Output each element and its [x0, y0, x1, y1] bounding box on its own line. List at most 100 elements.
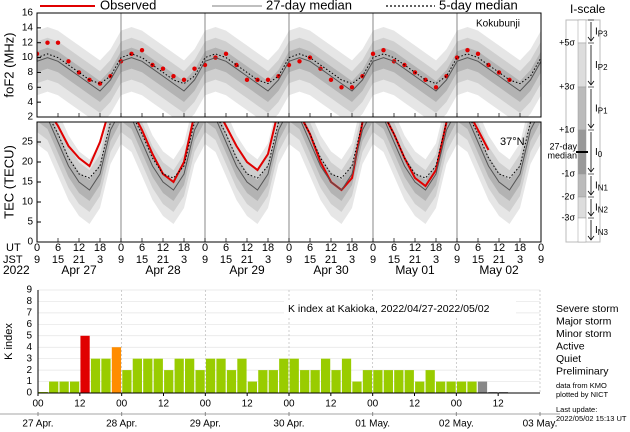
date-label: 28 Apr. [106, 419, 137, 430]
ut-tick-label: 18 [430, 242, 442, 254]
plot-area [37, 13, 541, 117]
y-tick-label: 2 [27, 112, 33, 123]
sigma-label: +1σ [559, 124, 575, 134]
jst-tick-label: 9 [286, 254, 292, 266]
jst-tick-label: 9 [34, 254, 40, 266]
x-tick-label: 00 [451, 399, 463, 410]
median-label: 27-day [549, 141, 577, 151]
jst-tick-label: 9 [538, 254, 544, 266]
y-axis-label: K index [3, 323, 15, 360]
i-index-sub: N2 [598, 206, 609, 215]
i-index-base: I [595, 103, 598, 114]
jst-tick-label: 3 [97, 254, 103, 266]
i-scale-segment [577, 173, 587, 198]
k-bar [80, 335, 90, 393]
k-bar [185, 358, 195, 393]
jst-tick-label: 15 [52, 254, 64, 266]
jst-tick-label: 21 [325, 254, 337, 266]
k-bar [310, 370, 320, 393]
sigma-label: +3σ [559, 81, 575, 91]
arrow-head [587, 167, 595, 173]
panel-frame [36, 12, 542, 118]
i-scale-title: I-scale [570, 2, 606, 16]
ut-tick-label: 6 [307, 242, 313, 254]
i-scale-segment [577, 42, 587, 88]
i-index-label: IP2 [595, 60, 608, 72]
i-index-base: I [595, 26, 598, 37]
ut-tick-label: 6 [139, 242, 145, 254]
i-index-base: I [595, 180, 598, 191]
i-index-base: I [595, 147, 598, 158]
ut-label: UT [6, 242, 21, 254]
observed-point [433, 85, 439, 90]
date-label: 30 Apr. [273, 419, 304, 430]
y-tick-label: 0 [27, 237, 33, 248]
y-tick-label: 9 [26, 285, 32, 296]
observed-point [55, 40, 61, 45]
ut-tick-label: 18 [262, 242, 274, 254]
x-tick-label: 12 [242, 399, 254, 410]
ut-tick-label: 12 [325, 242, 337, 254]
date-label: May 02 [479, 263, 519, 277]
y-tick-label: 5 [27, 217, 33, 228]
legend-label: 5-day median [439, 0, 518, 12]
observed-point [45, 40, 50, 45]
jst-tick-label: 15 [220, 254, 232, 266]
k-legend-entry: Preliminary [556, 365, 609, 377]
jst-tick-label: 3 [265, 254, 271, 266]
update-time: 2022/05/02 15:13 UT [556, 414, 627, 423]
date-label: Apr 28 [145, 263, 181, 277]
jst-tick-label: 3 [433, 254, 439, 266]
y-tick-label: 0 [26, 388, 32, 399]
k-legend-entry: Active [556, 340, 585, 352]
x-tick-label: 00 [200, 399, 212, 410]
ut-tick-label: 18 [94, 242, 106, 254]
ut-tick-label: 18 [178, 242, 190, 254]
jst-tick-label: 21 [73, 254, 85, 266]
k-bar [247, 381, 258, 393]
x-tick-label: 00 [283, 399, 295, 410]
i-index-base: I [595, 60, 598, 71]
jst-tick-label: 15 [472, 254, 484, 266]
ut-tick-label: 0 [370, 242, 376, 254]
k-bar [101, 358, 111, 393]
x-tick-label: 00 [32, 399, 44, 410]
observed-point [129, 51, 134, 57]
k-bar [394, 370, 404, 393]
ut-tick-label: 0 [454, 242, 460, 254]
i-index-sub: N1 [598, 184, 609, 193]
ut-tick-label: 0 [202, 242, 208, 254]
observed-point [381, 47, 386, 53]
i-index-label: I0 [595, 147, 603, 159]
jst-tick-label: 9 [454, 254, 460, 266]
k-legend-entry: Major storm [556, 315, 612, 327]
i-index-sub: N3 [598, 228, 609, 237]
x-tick-label: 12 [325, 399, 337, 410]
y-tick-label: 6 [27, 82, 33, 93]
sigma-label: -3σ [561, 212, 575, 222]
arrow-head [587, 80, 595, 86]
note: plotted by NICT [556, 390, 609, 399]
y-tick-label: 1 [26, 376, 32, 387]
x-tick-label: 00 [367, 399, 379, 410]
y-tick-label: 4 [26, 342, 32, 353]
k-bar [268, 370, 278, 393]
five-day-median-line [37, 53, 541, 85]
ut-tick-label: 12 [241, 242, 253, 254]
k-bar [59, 381, 69, 393]
observed-point [244, 77, 250, 83]
observed-point [265, 77, 271, 83]
ut-tick-label: 0 [286, 242, 292, 254]
date-label: 02 May. [439, 419, 474, 430]
k-bar [436, 381, 446, 393]
jst-tick-label: 15 [304, 254, 316, 266]
ut-tick-label: 12 [73, 242, 85, 254]
k-bar [456, 381, 467, 393]
k-bar [111, 347, 122, 393]
sigma-label: +5σ [559, 37, 575, 47]
jst-tick-label: 9 [118, 254, 124, 266]
observed-point [223, 51, 229, 57]
i-scale-segment [577, 217, 587, 243]
jst-tick-label: 21 [409, 254, 421, 266]
